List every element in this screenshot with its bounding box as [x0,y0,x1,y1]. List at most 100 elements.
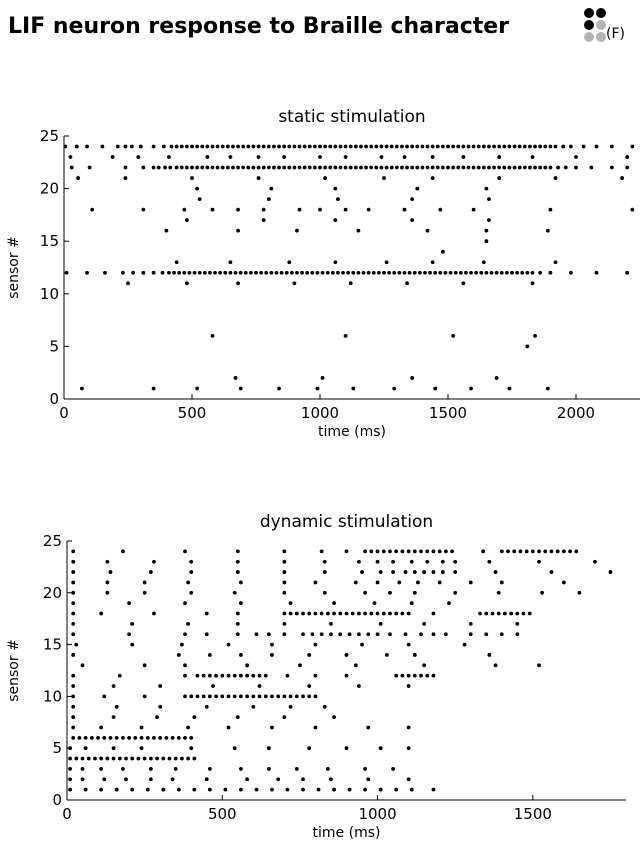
static-spike-point [151,144,156,149]
dynamic-spike-point [332,787,336,792]
static-spike-point [129,144,134,149]
static-spike-point [574,165,578,170]
static-spike-point [123,144,128,149]
dynamic-spike-point [338,632,343,637]
dynamic-spike-point [257,694,262,699]
dynamic-spike-point [419,549,423,554]
static-x-tick-label: 1500 [429,404,467,422]
dynamic-spike-point [96,735,100,740]
static-spike-point [215,165,220,170]
dynamic-spike-point [561,580,566,585]
dynamic-spike-point [232,673,237,678]
braille-dot-1 [584,8,594,18]
static-spike-point [625,155,630,159]
dynamic-spike-point [239,787,243,792]
static-spike-point [190,144,194,149]
static-spike-point [202,270,207,275]
dynamic-spike-point [608,570,613,574]
static-spike-point [85,144,89,149]
dynamic-spike-point [425,559,430,564]
dynamic-spike-point [363,767,368,771]
static-x-tick-label: 0 [59,404,69,422]
dynamic-spike-point [127,735,132,740]
dynamic-spike-point [80,756,85,761]
static-spike-point [458,270,463,275]
static-spike-point [200,165,205,170]
static-spike-point [374,144,379,149]
dynamic-x-tick-label: 1000 [358,805,396,823]
dynamic-spike-point [263,694,268,699]
dynamic-spike-point [329,632,333,637]
static-spike-point [481,144,486,149]
static-spike-point [74,144,79,149]
dynamic-spike-point [282,549,287,554]
static-spike-point [574,155,578,159]
static-spike-point [110,155,115,159]
dynamic-spike-point [71,715,76,720]
static-spike-point [353,144,358,149]
static-spike-point [100,144,105,149]
dynamic-spike-point [394,787,399,792]
dynamic-spike-point [183,673,187,678]
static-spike-point [369,165,374,170]
static-spike-point [312,144,317,149]
static-spike-point [300,270,304,275]
static-spike-point [246,165,251,170]
dynamic-spike-point [298,663,302,668]
dynamic-x-tick-label: 500 [208,805,237,823]
static-spike-point [277,144,281,149]
dynamic-spike-point [443,632,448,637]
dynamic-spike-point [325,611,330,616]
dynamic-spike-point [350,611,355,616]
static-spike-point [297,144,302,149]
dynamic-spike-point [127,601,132,606]
dynamic-spike-point [183,694,187,699]
static-spike-point [510,270,514,275]
dynamic-spike-point [518,549,523,554]
static-spike-point [90,207,95,212]
dynamic-spike-point [537,549,541,554]
dynamic-spike-point [111,746,116,751]
dynamic-spike-point [406,777,411,782]
dynamic-spike-point [515,632,520,637]
static-spike-point [282,144,287,149]
static-spike-point [277,165,281,170]
dynamic-spike-point [207,787,212,792]
dynamic-spike-point [422,570,427,574]
dynamic-spike-point [313,694,318,699]
static-spike-point [548,144,553,149]
dynamic-spike-point [484,632,489,637]
static-spike-point [522,165,527,170]
dynamic-spike-point [288,704,293,709]
dynamic-spike-point [412,673,417,678]
static-y-axis-label: sensor # [6,236,22,299]
dynamic-spike-point [388,549,392,554]
dynamic-spike-point [288,694,293,699]
dynamic-y-tick-label: 20 [43,584,62,602]
static-spike-point [512,144,517,149]
dynamic-spike-point [285,673,290,678]
static-spike-point [151,386,156,391]
static-spike-point [366,207,371,212]
dynamic-spike-point [176,653,181,657]
dynamic-spike-point [388,632,392,637]
dynamic-spike-point [288,601,293,606]
static-spike-point [402,207,407,212]
static-spike-point [425,228,430,233]
dynamic-spike-point [437,549,442,554]
static-spike-point [184,218,189,223]
static-spike-point [476,144,481,149]
static-spike-point [430,260,435,265]
dynamic-spike-point [192,715,197,720]
static-spike-point [343,155,348,159]
dynamic-spike-point [130,787,135,792]
static-spike-point [261,144,266,149]
dynamic-spike-point [105,590,110,595]
static-spike-point [502,165,507,170]
dynamic-stimulation-raster-chart: dynamic stimulation 0 500 1000 1500 0 5 10 15 20 2… [6,512,626,841]
dynamic-spike-point [173,767,178,771]
static-spike-point [630,144,635,149]
static-spike-point [184,144,189,149]
static-spike-point [469,270,473,275]
dynamic-spike-point [139,725,144,730]
